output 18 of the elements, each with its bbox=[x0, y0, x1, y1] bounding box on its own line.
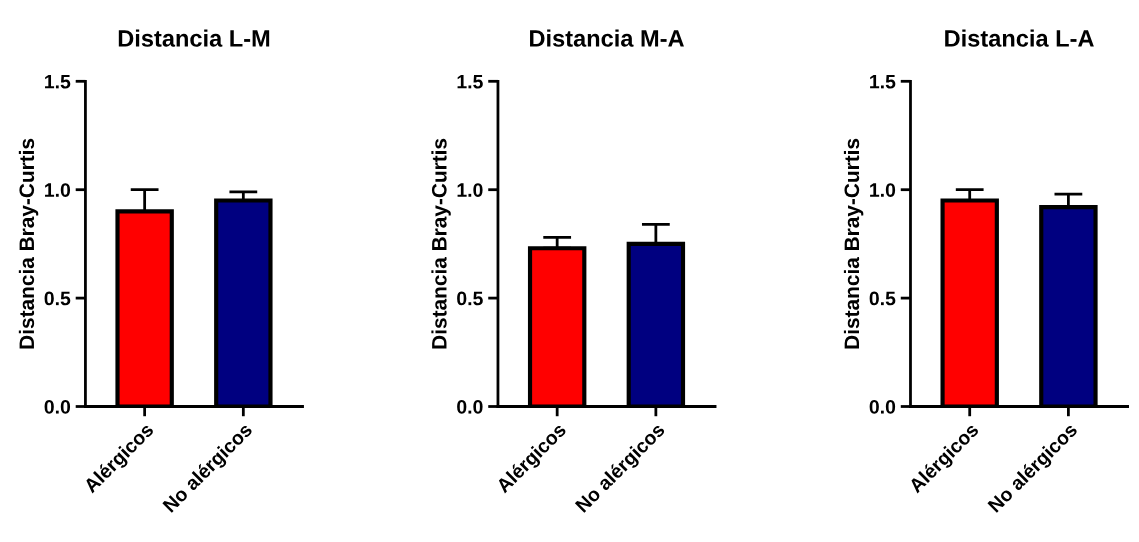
y-tick-label: 1.0 bbox=[45, 183, 71, 197]
y-tick-label: 0.5 bbox=[44, 291, 71, 306]
y-axis-title: Distancia Bray-Curtis bbox=[431, 138, 451, 349]
y-tick-label: 1.0 bbox=[870, 183, 896, 197]
y-tick-label: 0.0 bbox=[44, 399, 71, 414]
y-tick-label: 0.0 bbox=[869, 399, 896, 414]
y-tick-label: 1.5 bbox=[457, 74, 483, 89]
y-tick-label: 0.0 bbox=[457, 399, 483, 414]
chart-title: Distancia L-M bbox=[118, 29, 270, 47]
y-tick-label: 1.5 bbox=[870, 74, 896, 89]
y-axis-title: Distancia Bray-Curtis bbox=[18, 138, 39, 349]
chart-title: Distancia M-A bbox=[530, 29, 684, 47]
y-tick-label: 1.5 bbox=[45, 74, 71, 89]
chart-title: Distancia L-A bbox=[945, 29, 1094, 47]
y-axis-title: Distancia Bray-Curtis bbox=[843, 138, 864, 349]
y-tick-label: 0.5 bbox=[457, 291, 483, 306]
y-tick-label: 1.0 bbox=[457, 183, 483, 197]
y-tick-label: 0.5 bbox=[869, 291, 896, 306]
